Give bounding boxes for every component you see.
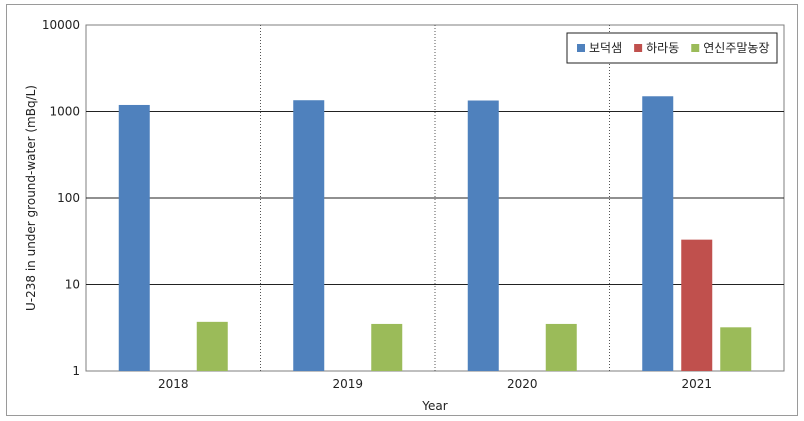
chart: 1 10 100 1000 10000 2018 2019 2020 2021 Year U-… [24, 18, 785, 413]
legend-swatch [634, 44, 643, 52]
bar [720, 327, 752, 371]
y-tick-label: 1000 [49, 105, 80, 119]
bar [118, 104, 150, 372]
y-tick-label: 10000 [42, 18, 80, 32]
bar [293, 100, 325, 371]
bar [371, 323, 403, 371]
bar [196, 321, 228, 371]
legend-swatch [577, 44, 585, 52]
x-axis-ticks: 2018 2019 2020 2021 [158, 377, 712, 391]
legend-label: 하라동 [646, 41, 679, 55]
x-axis-title: Year [421, 399, 447, 413]
y-axis-title: U-238 in under ground-water (mBq/L) [24, 85, 38, 311]
legend-box [566, 32, 778, 64]
y-axis-ticks: 1 10 100 1000 10000 [42, 18, 80, 378]
y-tick-label: 10 [65, 278, 80, 292]
bars [118, 96, 752, 372]
legend-swatch [691, 44, 700, 52]
x-tick-label: 2020 [507, 377, 538, 391]
y-tick-label: 100 [57, 191, 80, 205]
x-tick-label: 2018 [158, 377, 189, 391]
chart-frame: 1 10 100 1000 10000 2018 2019 2020 2021 Year U-… [6, 4, 798, 416]
legend: 보덕샘 하라동 연신주말농장 [566, 32, 778, 64]
bar [642, 96, 674, 372]
bar [681, 239, 713, 371]
x-tick-label: 2019 [332, 377, 363, 391]
y-tick-label: 1 [72, 364, 80, 378]
bar [545, 323, 577, 371]
bar [467, 100, 499, 371]
legend-label: 연신주말농장 [703, 41, 769, 55]
x-tick-label: 2021 [681, 377, 712, 391]
legend-label: 보덕샘 [589, 41, 622, 55]
